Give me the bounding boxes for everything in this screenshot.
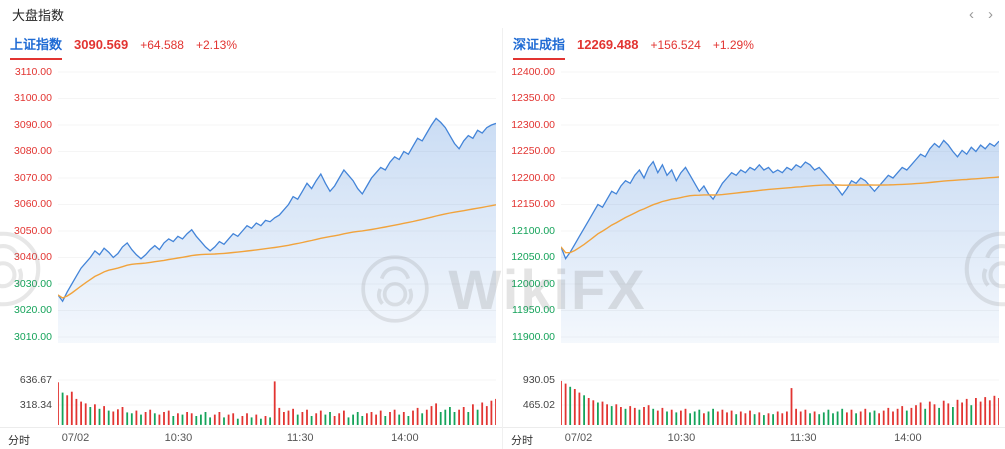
tab-shanghai-index[interactable]: 上证指数: [10, 34, 63, 60]
y-axis-label: 12000.00: [511, 277, 555, 290]
y-axis-label: 12300.00: [511, 118, 555, 131]
x-axis-label: 10:30: [667, 432, 696, 444]
panel-shenzhen-index: 深证成指 12269.488 +156.524 +1.29% 分时 07/02 1…: [502, 28, 1005, 449]
x-axis-label: 11:30: [789, 432, 817, 444]
panel-shanghai-index: 上证指数 3090.569 +64.588 +2.13% 分时 07/02 10:…: [0, 28, 502, 449]
price-area: [561, 140, 999, 343]
y-axis-label: 3090.00: [14, 118, 52, 131]
volume-axis-label: 930.05: [522, 373, 555, 386]
y-axis-label: 11900.00: [511, 330, 555, 343]
prev-arrow-icon[interactable]: ‹: [969, 5, 974, 23]
time-axis: 分时 07/02 10:30 11:30 14:00: [0, 427, 502, 449]
volume-bars: [561, 380, 999, 425]
index-price: 3090.569: [74, 37, 129, 52]
volume-axis-label: 318.34: [19, 398, 52, 411]
y-axis-label: 12150.00: [511, 198, 555, 210]
axis-corner-label: 分时: [8, 435, 30, 447]
price-line: [58, 117, 496, 303]
y-axis-label: 3110.00: [14, 65, 52, 78]
y-axis-label: 3060.00: [14, 198, 52, 210]
y-axis-label: 12200.00: [511, 171, 555, 184]
volume-axis-label: 636.67: [19, 373, 52, 386]
y-axis-label: 12250.00: [511, 145, 555, 157]
price-line: [561, 139, 999, 260]
y-axis-label: 3050.00: [14, 224, 52, 237]
x-axis-label: 14:00: [894, 432, 922, 444]
y-axis-label: 12100.00: [511, 224, 555, 237]
time-axis: 分时 07/02 10:30 11:30 14:00: [503, 427, 1005, 449]
page-title: 大盘指数: [12, 7, 65, 23]
index-panels: 上证指数 3090.569 +64.588 +2.13% 分时 07/02 10:…: [0, 28, 1005, 449]
avg-price-line: [561, 176, 999, 254]
index-header: 上证指数 3090.569 +64.588 +2.13%: [10, 34, 237, 60]
index-price: 12269.488: [577, 37, 639, 52]
y-axis-label: 12400.00: [511, 65, 555, 78]
index-header: 深证成指 12269.488 +156.524 +1.29%: [513, 34, 754, 60]
y-axis-label: 12350.00: [511, 92, 555, 104]
y-axis-label: 12050.00: [511, 251, 555, 263]
volume-axis-label: 465.02: [522, 398, 555, 411]
axis-corner-label: 分时: [511, 435, 533, 447]
volume-chart[interactable]: [561, 368, 999, 425]
volume-bars: [58, 381, 496, 425]
index-change-pct: +2.13%: [195, 38, 238, 52]
y-axis-label: 3030.00: [14, 277, 52, 290]
y-axis-label: 11950.00: [511, 304, 555, 316]
index-change: +156.524: [650, 38, 701, 52]
x-axis-label: 07/02: [564, 432, 593, 444]
price-chart[interactable]: [561, 66, 999, 343]
pager-nav: ‹ ›: [969, 7, 993, 22]
y-axis-label: 3010.00: [14, 330, 52, 343]
y-axis-label: 3080.00: [14, 145, 52, 157]
y-axis-label: 3020.00: [14, 304, 52, 316]
volume-chart[interactable]: [58, 368, 496, 425]
x-axis-label: 14:00: [391, 432, 419, 444]
index-change-pct: +1.29%: [712, 38, 754, 52]
y-axis-label: 3070.00: [14, 171, 52, 184]
x-axis-label: 11:30: [286, 432, 314, 444]
avg-price-line: [58, 204, 496, 299]
next-arrow-icon[interactable]: ›: [988, 5, 993, 23]
y-axis-label: 3040.00: [14, 251, 52, 263]
topbar: 大盘指数 ‹ ›: [0, 0, 1005, 28]
index-change: +64.588: [140, 38, 184, 52]
tab-shenzhen-index[interactable]: 深证成指: [513, 34, 566, 60]
price-chart[interactable]: [58, 66, 496, 343]
x-axis-label: 10:30: [164, 432, 193, 444]
y-axis-label: 3100.00: [14, 92, 52, 104]
x-axis-label: 07/02: [61, 432, 90, 444]
price-area: [58, 118, 496, 343]
